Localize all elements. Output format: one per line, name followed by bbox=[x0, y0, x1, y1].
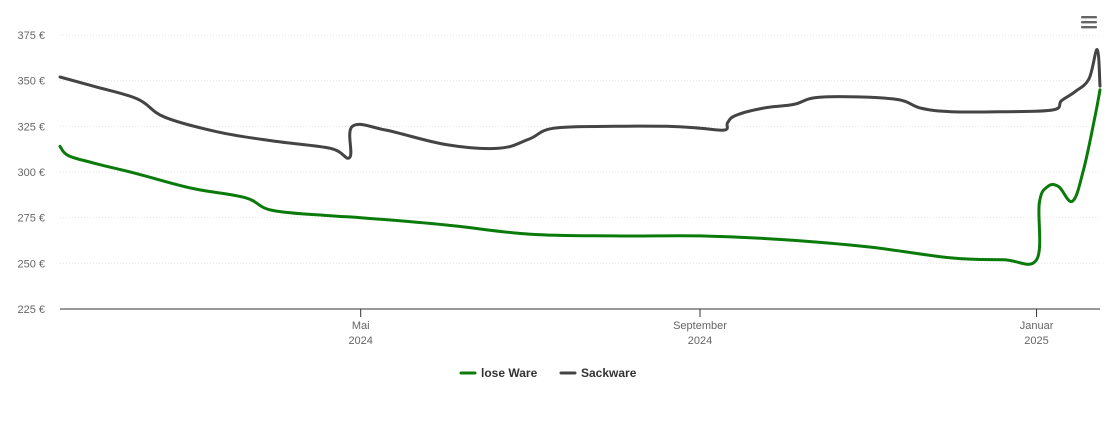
legend-label: Sackware bbox=[581, 366, 637, 380]
legend: lose Ware Sackware bbox=[459, 366, 637, 380]
x-tick-label-month: Januar bbox=[1020, 320, 1054, 332]
series-line-sackware bbox=[58, 48, 1102, 160]
context-menu-button[interactable] bbox=[1080, 14, 1098, 30]
y-tick-label: 350 € bbox=[17, 76, 45, 88]
y-axis-tick-labels: 225 € 250 € 275 € 300 € 325 € 350 € 375 € bbox=[17, 30, 45, 316]
series-line-lose-ware bbox=[58, 88, 1102, 266]
hamburger-menu-icon bbox=[1081, 16, 1097, 29]
legend-item[interactable]: lose Ware bbox=[459, 366, 538, 380]
y-tick-label: 250 € bbox=[17, 258, 45, 270]
series-lines bbox=[58, 48, 1102, 266]
legend-label: lose Ware bbox=[481, 366, 538, 380]
x-tick-label-month: September bbox=[673, 320, 727, 332]
y-tick-label: 375 € bbox=[17, 30, 45, 42]
x-tick-label-year: 2024 bbox=[348, 335, 372, 347]
grid-lines bbox=[60, 34, 1100, 264]
y-tick-label: 275 € bbox=[17, 213, 45, 225]
x-axis-ticks: Mai 2024 September 2024 Januar 2025 bbox=[348, 309, 1054, 347]
x-tick-label-month: Mai bbox=[352, 320, 370, 332]
legend-item[interactable]: Sackware bbox=[559, 366, 637, 380]
x-tick-label-year: 2025 bbox=[1024, 335, 1048, 347]
y-tick-label: 225 € bbox=[17, 304, 45, 316]
y-tick-label: 300 € bbox=[17, 167, 45, 179]
y-tick-label: 325 € bbox=[17, 121, 45, 133]
x-tick-label-year: 2024 bbox=[688, 335, 712, 347]
